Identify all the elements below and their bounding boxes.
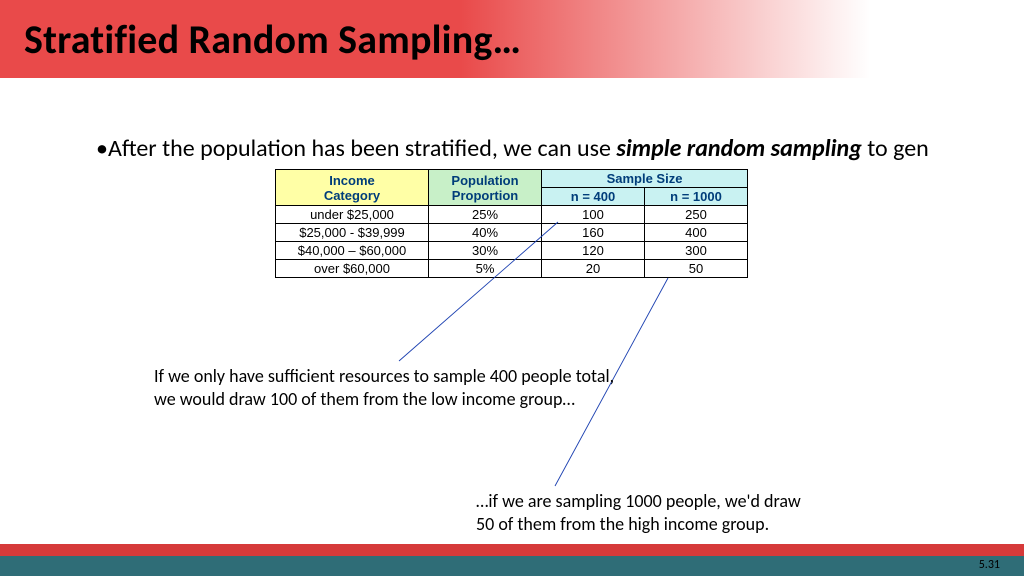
cell-cat: $40,000 – $60,000 <box>276 242 429 260</box>
th-n400: n = 400 <box>542 188 645 206</box>
bullet-text-after: to gen <box>862 134 929 163</box>
table-row: $40,000 – $60,000 30% 120 300 <box>276 242 748 260</box>
cell-prop: 30% <box>429 242 542 260</box>
table-row: over $60,000 5% 20 50 <box>276 260 748 278</box>
page-number: 5.31 <box>979 558 1000 572</box>
cell-prop: 25% <box>429 206 542 224</box>
table-row: under $25,000 25% 100 250 <box>276 206 748 224</box>
th-proportion: PopulationProportion <box>429 170 542 206</box>
cell-n400: 120 <box>542 242 645 260</box>
cell-prop: 5% <box>429 260 542 278</box>
cell-cat: over $60,000 <box>276 260 429 278</box>
cell-n1000: 250 <box>645 206 748 224</box>
bullet-emph: simple random sampling <box>616 134 861 163</box>
th-income: IncomeCategory <box>276 170 429 206</box>
cell-n1000: 300 <box>645 242 748 260</box>
annotation-1-line-1: If we only have sufficient resources to … <box>154 365 614 387</box>
title-bar: Stratified Random Sampling… <box>0 0 1024 78</box>
th-n1000: n = 1000 <box>645 188 748 206</box>
cell-prop: 40% <box>429 224 542 242</box>
cell-n1000: 400 <box>645 224 748 242</box>
bullet-marker: • <box>96 134 108 164</box>
cell-n1000: 50 <box>645 260 748 278</box>
annotation-2-line-2: 50 of them from the high income group. <box>476 513 769 535</box>
slide-title: Stratified Random Sampling… <box>24 15 521 64</box>
annotation-1: If we only have sufficient resources to … <box>154 365 614 412</box>
cell-cat: under $25,000 <box>276 206 429 224</box>
cell-n400: 160 <box>542 224 645 242</box>
annotation-2: …if we are sampling 1000 people, we'd dr… <box>476 490 801 537</box>
bullet-text-before: After the population has been stratified… <box>108 134 616 163</box>
cell-n400: 100 <box>542 206 645 224</box>
sample-table: IncomeCategory PopulationProportion Samp… <box>275 169 748 278</box>
footer <box>0 544 1024 576</box>
annotation-1-line-2: we would draw 100 of them from the low i… <box>154 388 575 410</box>
footer-red-stripe <box>0 544 1024 556</box>
cell-n400: 20 <box>542 260 645 278</box>
body-bullet: •After the population has been stratifie… <box>96 134 964 164</box>
sample-table-container: IncomeCategory PopulationProportion Samp… <box>275 169 748 278</box>
table-row: $25,000 - $39,999 40% 160 400 <box>276 224 748 242</box>
th-sample-size: Sample Size <box>542 170 748 188</box>
footer-teal-stripe <box>0 556 1024 576</box>
annotation-2-line-1: …if we are sampling 1000 people, we'd dr… <box>476 490 801 512</box>
cell-cat: $25,000 - $39,999 <box>276 224 429 242</box>
table-header-row-1: IncomeCategory PopulationProportion Samp… <box>276 170 748 188</box>
